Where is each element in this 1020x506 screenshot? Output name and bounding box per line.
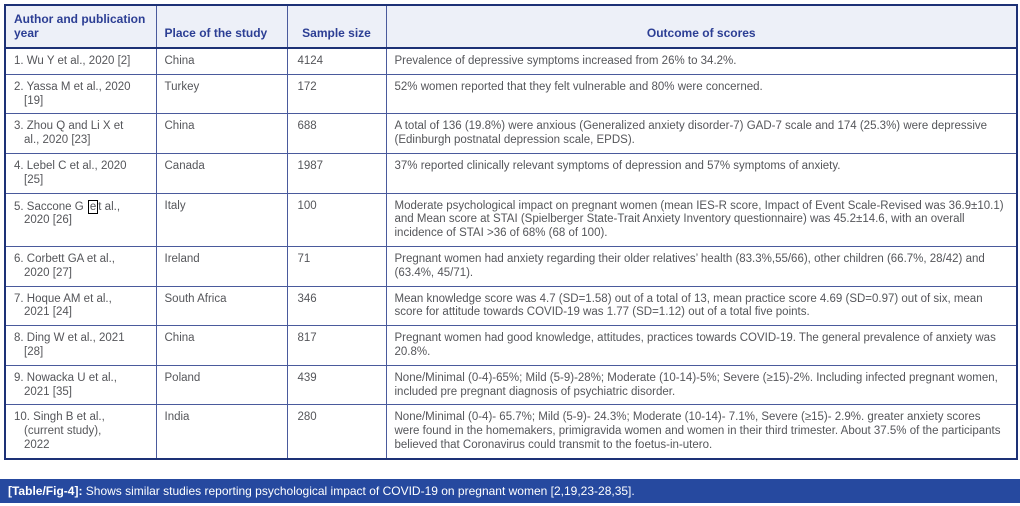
header-outcome: Outcome of scores bbox=[385, 4, 1018, 49]
header-sample-size: Sample size bbox=[286, 4, 387, 49]
author-cell: 2. Yassa M et al., 2020 [19] bbox=[4, 73, 157, 115]
sample-cell: 100 bbox=[286, 192, 387, 247]
table-row: 2. Yassa M et al., 2020 [19] Turkey 172 … bbox=[4, 73, 1018, 115]
author-cell: 8. Ding W et al., 2021 [28] bbox=[4, 325, 157, 366]
place-cell: China bbox=[155, 47, 288, 75]
table-row: 10. Singh B et al., (current study), 202… bbox=[4, 404, 1018, 460]
outcome-cell: Moderate psychological impact on pregnan… bbox=[385, 192, 1018, 247]
place-cell: Turkey bbox=[155, 73, 288, 115]
sample-cell: 1987 bbox=[286, 152, 387, 194]
sample-cell: 688 bbox=[286, 113, 387, 154]
place-cell: Italy bbox=[155, 192, 288, 247]
cursor-box: e bbox=[87, 199, 99, 214]
table-caption: [Table/Fig-4]: Shows similar studies rep… bbox=[0, 479, 1020, 503]
outcome-cell: Prevalence of depressive symptoms increa… bbox=[385, 47, 1018, 75]
outcome-cell: None/Minimal (0-4)-65%; Mild (5-9)-28%; … bbox=[385, 364, 1018, 406]
outcome-cell: Mean knowledge score was 4.7 (SD=1.58) o… bbox=[385, 285, 1018, 327]
table-header-row: Author and publication year Place of the… bbox=[4, 4, 1018, 49]
table-row: 9. Nowacka U et al., 2021 [35] Poland 43… bbox=[4, 364, 1018, 406]
sample-cell: 280 bbox=[286, 404, 387, 460]
sample-cell: 4124 bbox=[286, 47, 387, 75]
place-cell: China bbox=[155, 113, 288, 154]
outcome-cell: None/Minimal (0-4)- 65.7%; Mild (5-9)- 2… bbox=[385, 404, 1018, 460]
author-cell: 6. Corbett GA et al., 2020 [27] bbox=[4, 245, 157, 287]
header-author: Author and publication year bbox=[4, 4, 157, 49]
author-cell: 4. Lebel C et al., 2020 [25] bbox=[4, 152, 157, 194]
place-cell: China bbox=[155, 325, 288, 366]
studies-table: Author and publication year Place of the… bbox=[4, 4, 1018, 460]
sample-cell: 71 bbox=[286, 245, 387, 287]
caption-label: [Table/Fig-4]: bbox=[8, 484, 83, 498]
outcome-cell: Pregnant women had anxiety regarding the… bbox=[385, 245, 1018, 287]
table-row: 4. Lebel C et al., 2020 [25] Canada 1987… bbox=[4, 152, 1018, 194]
header-place: Place of the study bbox=[155, 4, 288, 49]
author-cell: 3. Zhou Q and Li X et al., 2020 [23] bbox=[4, 113, 157, 154]
table-row: 6. Corbett GA et al., 2020 [27] Ireland … bbox=[4, 245, 1018, 287]
place-cell: Ireland bbox=[155, 245, 288, 287]
outcome-cell: 37% reported clinically relevant symptom… bbox=[385, 152, 1018, 194]
sample-cell: 439 bbox=[286, 364, 387, 406]
outcome-cell: Pregnant women had good knowledge, attit… bbox=[385, 325, 1018, 366]
sample-cell: 172 bbox=[286, 73, 387, 115]
caption-text: Shows similar studies reporting psycholo… bbox=[82, 484, 635, 498]
author-cell: 1. Wu Y et al., 2020 [2] bbox=[4, 47, 157, 75]
author-cell: 7. Hoque AM et al., 2021 [24] bbox=[4, 285, 157, 327]
table-body: 1. Wu Y et al., 2020 [2] China 4124 Prev… bbox=[4, 47, 1018, 460]
place-cell: Canada bbox=[155, 152, 288, 194]
outcome-cell: 52% women reported that they felt vulner… bbox=[385, 73, 1018, 115]
place-cell: India bbox=[155, 404, 288, 460]
author-cell: 10. Singh B et al., (current study), 202… bbox=[4, 404, 157, 460]
sample-cell: 346 bbox=[286, 285, 387, 327]
outcome-cell: A total of 136 (19.8%) were anxious (Gen… bbox=[385, 113, 1018, 154]
table-row: 1. Wu Y et al., 2020 [2] China 4124 Prev… bbox=[4, 47, 1018, 75]
place-cell: Poland bbox=[155, 364, 288, 406]
table-row: 8. Ding W et al., 2021 [28] China 817 Pr… bbox=[4, 325, 1018, 366]
sample-cell: 817 bbox=[286, 325, 387, 366]
place-cell: South Africa bbox=[155, 285, 288, 327]
table-row: 7. Hoque AM et al., 2021 [24] South Afri… bbox=[4, 285, 1018, 327]
table-row: 3. Zhou Q and Li X et al., 2020 [23] Chi… bbox=[4, 113, 1018, 154]
author-cell: 9. Nowacka U et al., 2021 [35] bbox=[4, 364, 157, 406]
